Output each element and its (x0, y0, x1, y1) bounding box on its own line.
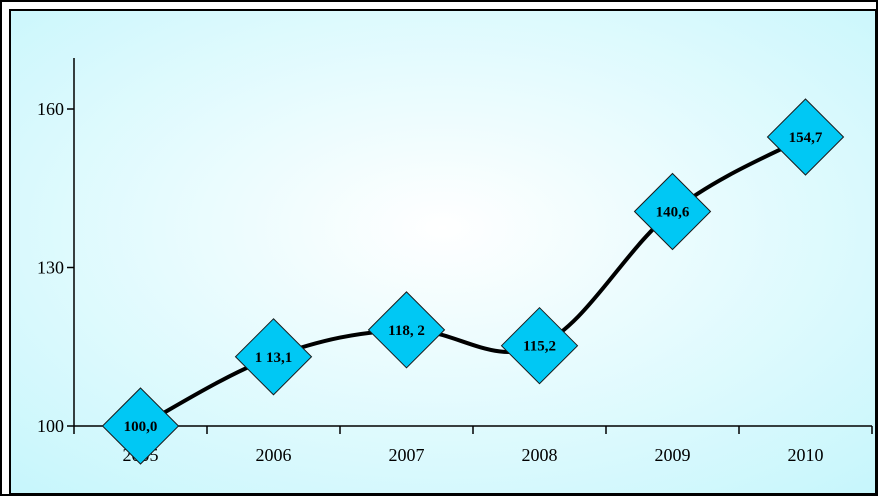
data-point-marker (367, 291, 446, 369)
data-label: 100,0 (124, 419, 158, 435)
x-tick-label: 2007 (389, 445, 425, 465)
x-tick-label: 2008 (522, 445, 558, 465)
inner-border (9, 9, 877, 495)
data-point-marker (234, 318, 313, 396)
data-labels-group: 100,0 1 13,1 118, 2 115,2 140,6 154,7 (124, 130, 823, 435)
data-label: 118, 2 (388, 323, 425, 339)
x-tick-label: 2010 (788, 445, 824, 465)
x-tick-label: 2009 (655, 445, 691, 465)
data-point-marker (766, 98, 845, 176)
y-tick-label: 160 (37, 99, 64, 119)
y-tick-label: 100 (37, 416, 64, 436)
data-point-marker (633, 172, 712, 251)
data-point-marker (101, 387, 180, 465)
x-tick-label: 2006 (256, 445, 292, 465)
y-tick-label: 130 (37, 258, 64, 278)
data-label: 154,7 (789, 130, 823, 146)
data-point-marker (500, 306, 579, 385)
data-label: 140,6 (656, 204, 690, 220)
markers-group (101, 98, 845, 465)
data-label: 1 13,1 (255, 350, 293, 366)
data-label: 115,2 (523, 339, 556, 355)
